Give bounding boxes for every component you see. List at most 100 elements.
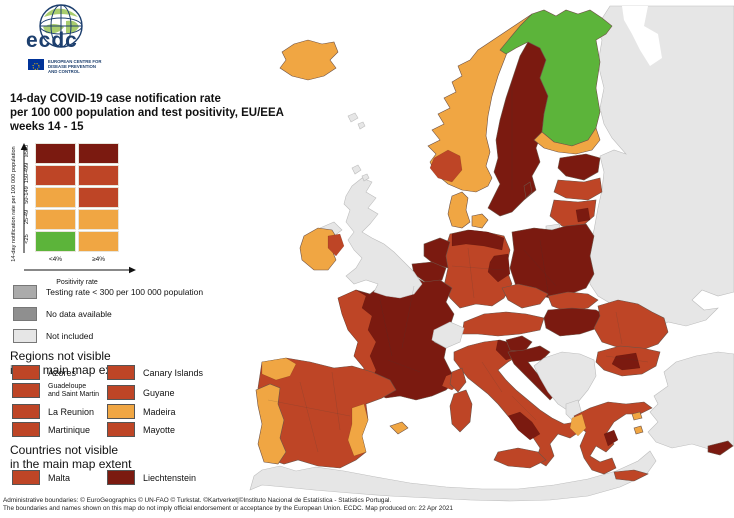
- map-region-denmark-islands: [471, 213, 489, 229]
- title-line-2: per 100 000 population and test positivi…: [10, 107, 284, 119]
- malta-swatch: [12, 470, 40, 485]
- regions-section-heading: Regions not visible in the main map exte…: [10, 349, 131, 377]
- map-region-turkey: [647, 351, 734, 451]
- map-region-austria: [461, 311, 545, 337]
- matrix-x-axis-label: Positivity rate: [56, 279, 98, 286]
- matrix-cell-r3c0: [35, 209, 76, 230]
- map-region-faroe: [347, 112, 366, 130]
- eu-flag-icon: [28, 59, 44, 70]
- la-reunion-swatch: [12, 404, 40, 419]
- region-item-martinique: Martinique: [12, 422, 90, 437]
- matrix-col-label-0: <4%: [48, 256, 63, 263]
- map-region-greece: [573, 401, 653, 475]
- martinique-swatch: [12, 422, 40, 437]
- region-item-la-reunion: La Reunion: [12, 404, 94, 419]
- not-included-label: Not included: [46, 331, 94, 341]
- liechtenstein-swatch: [107, 470, 135, 485]
- map-region-north-africa: [249, 450, 657, 502]
- map-region-shetland: [351, 164, 370, 182]
- madeira-label: Madeira: [143, 406, 176, 417]
- ecdc-logo: ecdc EUROPEAN CENTRE FOR DISEASE PREVENT…: [24, 3, 144, 79]
- map-region-france-west: [337, 289, 377, 385]
- map-region-switzerland: [431, 321, 465, 349]
- guyane-swatch: [107, 385, 135, 400]
- country-item-malta: Malta: [12, 470, 70, 485]
- guadeloupe-label-line1: Guadeloupe: [48, 383, 87, 390]
- map-region-romania: [593, 299, 669, 351]
- region-item-guyane: Guyane: [107, 385, 175, 400]
- map-region-sardinia: [449, 389, 473, 433]
- guadeloupe-label-line2: and Saint Martin: [48, 390, 99, 398]
- guadeloupe-label: Guadeloupe and Saint Martin: [48, 383, 99, 398]
- region-item-mayotte: Mayotte: [107, 422, 175, 437]
- status-legend: Testing rate < 300 per 100 000 populatio…: [13, 285, 203, 343]
- guadeloupe-swatch: [12, 383, 40, 398]
- y-axis-arrow: [20, 143, 28, 253]
- org-line-2: DISEASE PREVENTION: [48, 64, 96, 69]
- map-region-germany-north: [451, 229, 505, 251]
- legend-item-not-included: Not included: [13, 329, 203, 343]
- testing-rate-swatch: [13, 285, 37, 299]
- countries-list: Malta Liechtenstein: [0, 470, 240, 490]
- matrix-cell-r2c1: [78, 187, 119, 208]
- map-region-aegean-island-1: [631, 411, 643, 421]
- ecdc-globe-icon: [39, 4, 83, 48]
- not-included-swatch: [13, 329, 37, 343]
- map-region-valencia: [347, 403, 369, 457]
- country-item-liechtenstein: Liechtenstein: [107, 470, 196, 485]
- map-region-norway-southwest: [429, 149, 463, 183]
- matrix-cell-r1c1: [78, 165, 119, 186]
- map-region-latvia: [553, 177, 603, 201]
- map-attribution: Administrative boundaries: © EuroGeograp…: [3, 497, 731, 513]
- subregion-borders: [267, 84, 649, 453]
- no-data-swatch: [13, 307, 37, 321]
- map-region-bulgaria-patch: [611, 352, 641, 371]
- map-region-italy-south-patch: [507, 411, 541, 441]
- region-item-guadeloupe: Guadeloupe and Saint Martin: [12, 383, 99, 398]
- la-reunion-label: La Reunion: [48, 406, 95, 417]
- map-region-czechia: [501, 283, 549, 309]
- map-region-gotland: [523, 181, 533, 199]
- no-data-label: No data available: [46, 309, 112, 319]
- countries-heading-line-2: in the main map extent: [10, 457, 132, 471]
- map-region-finland-south: [533, 127, 601, 155]
- matrix-cell-r1c0: [35, 165, 76, 186]
- testing-rate-label: Testing rate < 300 per 100 000 populatio…: [46, 287, 204, 297]
- matrix-cell-r4c1: [78, 231, 119, 252]
- map-region-sicily: [493, 447, 547, 469]
- map-region-white-sea: [622, 6, 662, 66]
- org-line-3: AND CONTROL: [48, 69, 80, 74]
- matrix-col-label-1: ≥4%: [92, 256, 105, 263]
- canary-islands-swatch: [107, 365, 135, 380]
- map-region-ireland-east: [327, 233, 345, 257]
- map-region-hungary: [543, 307, 607, 337]
- matrix-cell-r3c1: [78, 209, 119, 230]
- map-region-aegean-island-2: [633, 425, 644, 435]
- map-region-balearics: [389, 421, 409, 435]
- ecdc-wordmark: ecdc: [26, 29, 78, 52]
- region-item-azores: Azores: [12, 365, 76, 380]
- matrix-cell-r0c0: [35, 143, 76, 164]
- rate-positivity-legend: 14-day notification rate per 100 000 pop…: [8, 141, 158, 287]
- map-region-estonia: [557, 153, 601, 181]
- matrix-y-axis-label: 14-day notification rate per 100 000 pop…: [11, 146, 17, 262]
- azores-label: Azores: [48, 367, 77, 378]
- canary-islands-label: Canary Islands: [143, 367, 204, 378]
- map-title: 14-day COVID-19 case notification rate p…: [10, 92, 284, 134]
- map-region-portugal: [255, 383, 287, 465]
- attribution-line-2: The boundaries and names shown on this m…: [3, 504, 453, 512]
- liechtenstein-label: Liechtenstein: [143, 472, 197, 483]
- map-region-slovakia: [547, 291, 599, 313]
- map-region-galicia: [261, 357, 297, 381]
- matrix-cell-r2c0: [35, 187, 76, 208]
- map-region-united-kingdom: [343, 177, 423, 299]
- countries-section-heading: Countries not visible in the main map ex…: [10, 443, 131, 471]
- martinique-label: Martinique: [48, 424, 91, 435]
- org-line-1: EUROPEAN CENTRE FOR: [48, 59, 102, 64]
- legend-item-testing-rate: Testing rate < 300 per 100 000 populatio…: [13, 285, 203, 299]
- map-region-slovenia: [505, 335, 533, 353]
- mayotte-label: Mayotte: [143, 424, 176, 435]
- azores-swatch: [12, 365, 40, 380]
